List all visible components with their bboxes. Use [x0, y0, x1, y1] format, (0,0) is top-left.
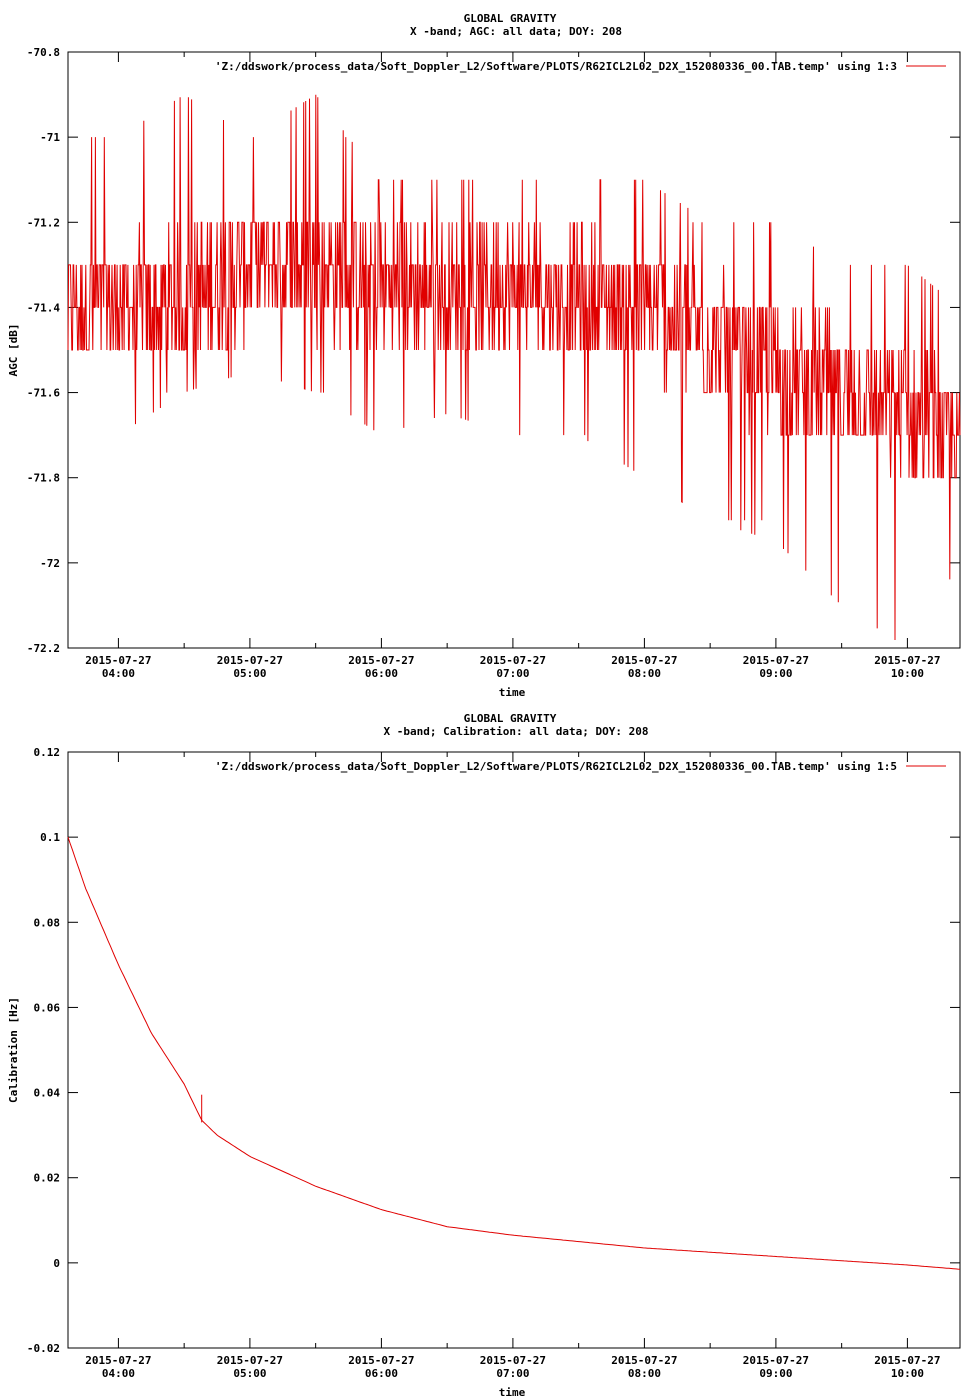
- y-tick-label: 0.1: [40, 831, 60, 844]
- x-tick-label: 07:00: [496, 1367, 529, 1380]
- x-tick-label: 10:00: [891, 1367, 924, 1380]
- x-tick-date: 2015-07-27: [480, 654, 546, 667]
- x-tick-date: 2015-07-27: [217, 1354, 283, 1367]
- series-line: [67, 94, 961, 641]
- x-tick-label: 10:00: [891, 667, 924, 680]
- x-tick-date: 2015-07-27: [348, 654, 414, 667]
- x-axis-label: time: [499, 1386, 526, 1399]
- x-tick-label: 09:00: [759, 1367, 792, 1380]
- x-tick-date: 2015-07-27: [85, 1354, 151, 1367]
- chart-title: GLOBAL GRAVITY: [464, 712, 557, 725]
- legend-label: 'Z:/ddswork/process_data/Soft_Doppler_L2…: [215, 760, 897, 773]
- x-tick-label: 06:00: [365, 1367, 398, 1380]
- y-tick-label: 0.12: [34, 746, 61, 759]
- y-tick-label: -71.4: [27, 301, 60, 314]
- x-tick-date: 2015-07-27: [611, 654, 677, 667]
- x-tick-date: 2015-07-27: [348, 1354, 414, 1367]
- x-tick-label: 08:00: [628, 667, 661, 680]
- x-tick-label: 06:00: [365, 667, 398, 680]
- y-axis-label: Calibration [Hz]: [7, 997, 20, 1103]
- chart-subtitle: X -band; AGC: all data; DOY: 208: [410, 25, 622, 38]
- x-tick-date: 2015-07-27: [743, 1354, 809, 1367]
- x-tick-label: 04:00: [102, 667, 135, 680]
- y-tick-label: 0: [53, 1257, 60, 1270]
- y-tick-label: 0.02: [34, 1172, 61, 1185]
- y-tick-label: -0.02: [27, 1342, 60, 1355]
- legend-label: 'Z:/ddswork/process_data/Soft_Doppler_L2…: [215, 60, 897, 73]
- x-tick-date: 2015-07-27: [874, 1354, 940, 1367]
- y-tick-label: -71.2: [27, 216, 60, 229]
- x-tick-date: 2015-07-27: [217, 654, 283, 667]
- y-tick-label: -71: [40, 131, 60, 144]
- y-tick-label: -72.2: [27, 642, 60, 655]
- y-tick-label: -71.8: [27, 472, 60, 485]
- x-tick-date: 2015-07-27: [85, 654, 151, 667]
- y-tick-label: -72: [40, 557, 60, 570]
- plot-frame: [67, 751, 961, 1349]
- y-tick-label: 0.04: [34, 1087, 61, 1100]
- x-tick-label: 05:00: [233, 1367, 266, 1380]
- x-tick-date: 2015-07-27: [480, 1354, 546, 1367]
- x-tick-label: 09:00: [759, 667, 792, 680]
- x-tick-date: 2015-07-27: [611, 1354, 677, 1367]
- series-line: [67, 836, 961, 1270]
- x-tick-label: 05:00: [233, 667, 266, 680]
- x-tick-date: 2015-07-27: [874, 654, 940, 667]
- chart-title: GLOBAL GRAVITY: [464, 12, 557, 25]
- x-axis-label: time: [499, 686, 526, 699]
- y-tick-label: 0.08: [34, 916, 61, 929]
- chart-subtitle: X -band; Calibration: all data; DOY: 208: [384, 725, 649, 738]
- x-tick-label: 04:00: [102, 1367, 135, 1380]
- y-tick-label: -71.6: [27, 387, 60, 400]
- x-tick-label: 08:00: [628, 1367, 661, 1380]
- x-tick-label: 07:00: [496, 667, 529, 680]
- x-tick-date: 2015-07-27: [743, 654, 809, 667]
- y-tick-label: 0.06: [34, 1001, 61, 1014]
- y-axis-label: AGC [dB]: [7, 324, 20, 377]
- y-tick-label: -70.8: [27, 46, 60, 59]
